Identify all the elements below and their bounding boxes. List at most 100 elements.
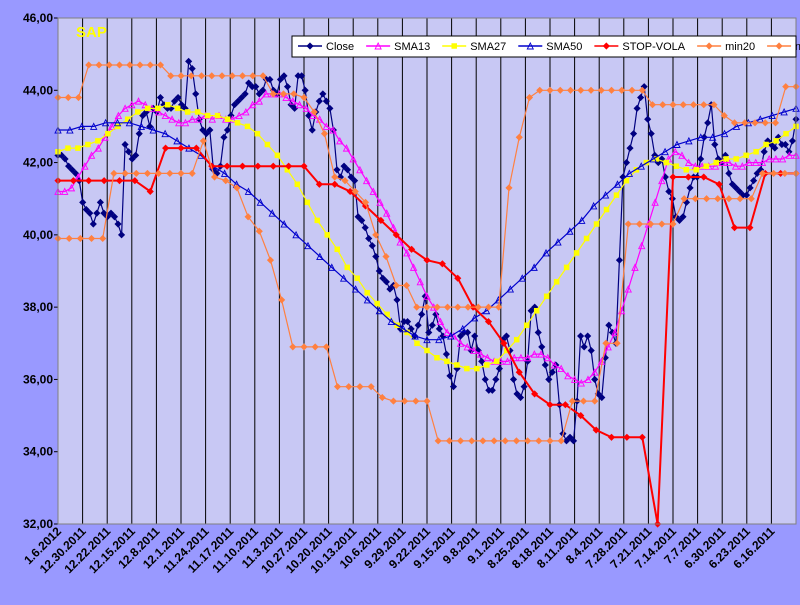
data-point [725, 158, 733, 167]
series-sma13 [54, 89, 800, 387]
data-point [541, 361, 549, 369]
data-point [602, 339, 610, 347]
data-point [249, 72, 257, 80]
data-point [635, 220, 644, 228]
data-point [214, 112, 221, 119]
data-point [414, 340, 420, 347]
data-point [651, 198, 659, 206]
data-point [105, 61, 113, 69]
data-point [546, 437, 554, 445]
legend-label: SMA13 [394, 41, 430, 53]
data-point [367, 383, 375, 391]
data-point [669, 101, 677, 109]
data-point [428, 321, 436, 329]
data-point [444, 358, 450, 365]
data-point [445, 437, 453, 445]
data-point [723, 156, 729, 162]
data-point [649, 154, 657, 163]
data-point [501, 437, 509, 445]
data-point [412, 397, 420, 405]
data-point [470, 313, 479, 322]
data-point [306, 42, 314, 50]
data-point [534, 328, 542, 337]
data-point [132, 169, 140, 177]
data-point [661, 147, 669, 156]
data-point [298, 72, 306, 80]
data-point [679, 213, 687, 221]
data-point [783, 130, 789, 137]
data-point [577, 86, 585, 94]
data-point [228, 72, 236, 80]
data-point [746, 184, 754, 192]
data-point [553, 279, 560, 285]
data-point [268, 209, 276, 217]
data-point [647, 220, 655, 228]
data-point [309, 111, 317, 120]
data-point [554, 238, 562, 246]
data-point [416, 277, 425, 286]
data-point [285, 162, 293, 170]
data-point [72, 169, 80, 177]
data-point [780, 107, 788, 116]
data-point [105, 130, 111, 137]
data-point [613, 180, 622, 188]
data-point [139, 112, 147, 120]
data-point [702, 195, 711, 203]
data-point [255, 90, 263, 98]
data-point [648, 101, 657, 109]
data-point [463, 342, 471, 351]
data-point [363, 295, 372, 304]
data-point [423, 256, 431, 264]
data-point [94, 144, 102, 152]
data-point [591, 397, 599, 405]
series-sma27 [55, 101, 799, 372]
data-point [334, 246, 340, 253]
data-point [546, 86, 554, 94]
data-point [384, 311, 390, 318]
data-point [684, 173, 692, 181]
data-point [413, 303, 421, 311]
data-point [513, 390, 521, 398]
data-point [145, 105, 151, 112]
data-point [546, 401, 554, 409]
data-point [483, 353, 492, 362]
data-point [691, 195, 699, 203]
data-point [630, 130, 638, 138]
data-point [279, 90, 288, 98]
data-point [626, 144, 634, 152]
data-point [107, 122, 116, 130]
data-point [543, 293, 550, 300]
data-point [447, 332, 455, 340]
data-point [329, 126, 337, 134]
data-point [259, 86, 267, 94]
data-point [300, 343, 308, 351]
legend-item-stop-vola: STOP-VOLA [594, 41, 686, 53]
legend-label: STOP-VOLA [622, 41, 685, 53]
data-point [223, 126, 232, 134]
data-point [220, 169, 229, 177]
data-point [718, 158, 726, 167]
data-point [128, 155, 136, 163]
data-point [443, 328, 451, 336]
data-point [331, 180, 339, 188]
data-point [351, 285, 360, 293]
data-point [434, 437, 442, 445]
data-point [613, 192, 620, 198]
data-point [580, 343, 588, 351]
data-point [607, 86, 616, 94]
data-point [328, 263, 336, 271]
data-point [597, 86, 605, 94]
data-point [456, 332, 465, 340]
data-point [484, 303, 493, 311]
legend-box [291, 35, 797, 58]
data-point [146, 61, 154, 69]
data-point [587, 86, 595, 94]
data-point [374, 300, 380, 307]
data-point [637, 241, 646, 250]
data-point [254, 130, 261, 137]
series-sma50 [54, 104, 800, 344]
data-point [114, 111, 123, 120]
data-point [684, 158, 693, 167]
data-point [115, 61, 124, 69]
data-point [711, 162, 720, 170]
